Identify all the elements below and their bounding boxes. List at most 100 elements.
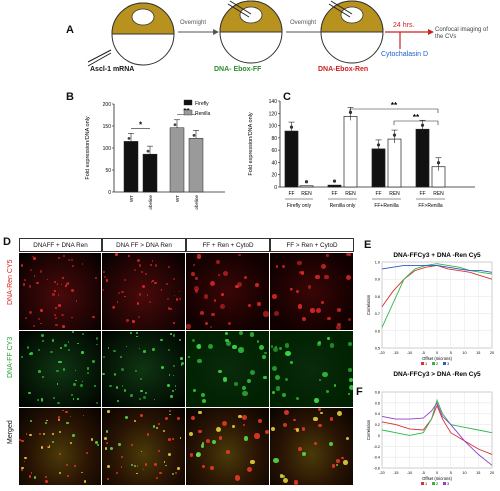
micrograph-r2-c1 bbox=[19, 331, 101, 407]
micrograph-r3-c4 bbox=[270, 408, 353, 485]
ylabel: Correlation bbox=[366, 294, 371, 315]
xtick-label: -5 bbox=[422, 471, 425, 475]
result-label: Confocal imaging of the CVs bbox=[435, 27, 489, 40]
c-ylabel: Fold expression/DNA only bbox=[248, 112, 254, 176]
c-group-label: Firefly only bbox=[287, 203, 312, 209]
egg-3-icon bbox=[320, 0, 384, 64]
c-ytick-label: 100 bbox=[269, 124, 278, 130]
b-ytick-label: 0 bbox=[108, 190, 111, 196]
xtick-label: 10 bbox=[462, 471, 466, 475]
b-category-label: Lobeline bbox=[148, 195, 153, 210]
b-bar bbox=[169, 127, 185, 193]
micrograph-r1-c2 bbox=[102, 253, 185, 330]
b-category-label: Lobeline bbox=[194, 195, 199, 210]
xtick-label: 0 bbox=[436, 351, 438, 355]
micrograph-r1-c4 bbox=[270, 253, 353, 330]
xtick-label: 20 bbox=[490, 471, 494, 475]
ytick-label: 0.6 bbox=[375, 401, 380, 405]
legend-swatch bbox=[443, 482, 446, 485]
panel-b-label: B bbox=[66, 91, 74, 103]
series-line bbox=[381, 264, 493, 273]
xtick-label: 5 bbox=[450, 471, 452, 475]
xtick-label: -5 bbox=[422, 351, 425, 355]
panel-f-label: F bbox=[356, 386, 363, 398]
xtick-label: 15 bbox=[476, 471, 480, 475]
micrograph-r2-c4 bbox=[270, 331, 353, 407]
micrograph-r1-c3 bbox=[186, 253, 269, 330]
series-line bbox=[381, 404, 493, 455]
panel-a-schematic bbox=[87, 0, 434, 67]
b-bar bbox=[188, 138, 204, 193]
ytick-label: 0.5 bbox=[375, 347, 380, 351]
b-ytick-label: 150 bbox=[103, 124, 112, 130]
micrograph-r2-c3 bbox=[186, 331, 269, 407]
c-group-label: FF+Renilla bbox=[374, 203, 399, 209]
micrograph-grid bbox=[19, 253, 354, 485]
ytick-label: 0.8 bbox=[375, 295, 380, 299]
c-category-label: FF bbox=[419, 191, 425, 197]
ytick-label: -0.6 bbox=[373, 467, 380, 471]
b-point bbox=[192, 133, 196, 137]
c-point bbox=[420, 123, 425, 127]
c-point bbox=[392, 133, 397, 137]
b-point bbox=[146, 149, 150, 153]
c-category-label: REN bbox=[389, 191, 400, 197]
time-label: 24 hrs. bbox=[393, 22, 415, 29]
c-point bbox=[304, 180, 309, 184]
c-point bbox=[332, 179, 337, 183]
b-sig-label: * bbox=[139, 120, 143, 129]
micrograph-r3-c1 bbox=[19, 408, 101, 485]
ytick-label: 1.0 bbox=[375, 261, 380, 265]
ytick-label: -0.4 bbox=[373, 456, 380, 460]
series-line bbox=[381, 263, 493, 328]
ytick-label: 0 bbox=[378, 434, 380, 438]
xtick-label: -10 bbox=[407, 351, 413, 355]
c-ytick-label: 40 bbox=[271, 160, 277, 166]
b-ytick-label: 100 bbox=[103, 146, 112, 152]
micrograph-r1-c1 bbox=[19, 253, 101, 330]
c-ytick-label: 80 bbox=[271, 136, 277, 142]
xtick-label: -20 bbox=[379, 351, 385, 355]
chart-title: DNA-FFCy3 > DNA -Ren Cy5 bbox=[393, 371, 481, 378]
b-legend-swatch bbox=[183, 99, 193, 106]
c-category-label: REN bbox=[301, 191, 312, 197]
xtick-label: 20 bbox=[490, 351, 494, 355]
b-point bbox=[127, 137, 131, 140]
ytick-label: 0.4 bbox=[375, 412, 380, 416]
egg-1-icon bbox=[87, 2, 175, 67]
b-bar bbox=[123, 141, 139, 193]
xtick-label: 10 bbox=[462, 351, 466, 355]
b-ylabel: Fold expression/DNA only bbox=[85, 116, 91, 180]
micrograph-r3-c2 bbox=[102, 408, 185, 485]
ylabel: Correlation bbox=[366, 419, 371, 440]
c-bar bbox=[299, 185, 314, 188]
chart-f: DNA-FFCy3 > DNA -Ren Cy5-20 -15 -10 -5 0 5 10 1… bbox=[366, 371, 494, 486]
legend-swatch bbox=[432, 362, 435, 365]
c-group-label: FF>Renilla bbox=[418, 203, 443, 209]
b-category-label: WT bbox=[175, 195, 180, 202]
c-ytick-label: 120 bbox=[269, 111, 278, 117]
c-point bbox=[289, 125, 294, 129]
row-label-cy3: DNA-FF CY3 bbox=[7, 336, 14, 378]
panel-d-label: D bbox=[3, 236, 11, 248]
xtick-label: -15 bbox=[393, 351, 399, 355]
legend-swatch bbox=[443, 362, 446, 365]
c-point bbox=[376, 143, 381, 147]
ytick-label: 0.2 bbox=[375, 423, 380, 427]
column-header-2: DNA FF > DNA Ren bbox=[102, 238, 186, 252]
chart-title: DNA-FFCy3 + DNA -Ren Cy5 bbox=[393, 252, 481, 259]
chart-e: DNA-FFCy3 + DNA -Ren Cy5 -20 -15 -10 -5 0 5 10 1… bbox=[366, 252, 494, 366]
c-point bbox=[436, 161, 441, 165]
legend-swatch bbox=[432, 482, 435, 485]
c-ytick-label: 140 bbox=[269, 99, 278, 105]
column-header-1: DNAFF + DNA Ren bbox=[19, 238, 102, 252]
panel-e-label: E bbox=[364, 239, 372, 251]
c-bar bbox=[371, 148, 386, 188]
c-ytick-label: 60 bbox=[271, 148, 277, 154]
xtick-label: 15 bbox=[476, 351, 480, 355]
c-bar bbox=[387, 138, 402, 188]
xtick-label: -15 bbox=[393, 471, 399, 475]
c-ytick-label: 20 bbox=[271, 173, 277, 179]
c-category-label: FF bbox=[288, 191, 294, 197]
xlabel: Offset (microns) bbox=[422, 356, 452, 361]
